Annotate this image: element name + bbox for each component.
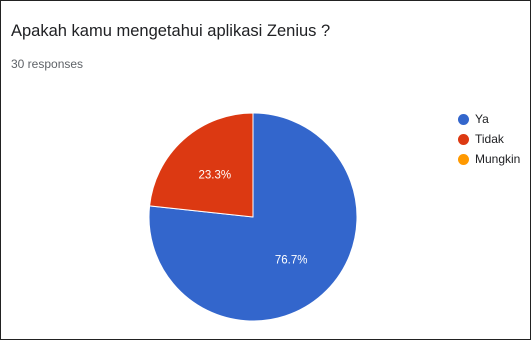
legend-swatch-ya <box>458 113 469 125</box>
legend-label-ya: Ya <box>475 112 489 126</box>
legend: Ya Tidak Mungkin <box>458 109 520 169</box>
legend-label-tidak: Tidak <box>475 132 504 146</box>
pie-label-ya: 76.7% <box>275 255 308 267</box>
legend-item-tidak[interactable]: Tidak <box>458 129 520 149</box>
legend-label-mungkin: Mungkin <box>475 152 521 166</box>
legend-swatch-mungkin <box>458 153 469 165</box>
legend-item-ya[interactable]: Ya <box>458 109 520 129</box>
pie-label-tidak: 23.3% <box>198 170 231 182</box>
pie-slice-tidak[interactable] <box>149 112 254 218</box>
response-count: 30 responses <box>11 57 84 71</box>
legend-item-mungkin[interactable]: Mungkin <box>458 149 520 169</box>
question-title: Apakah kamu mengetahui aplikasi Zenius ? <box>11 22 331 40</box>
legend-swatch-tidak <box>458 133 469 145</box>
